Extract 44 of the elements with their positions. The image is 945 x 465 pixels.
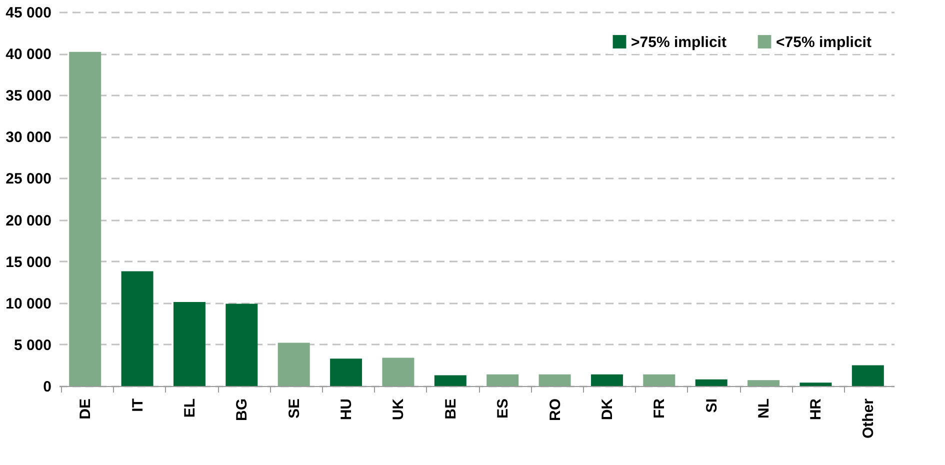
x-tick-label: BG [234,398,251,421]
x-tick-label: DE [77,398,94,420]
x-tick-label: Other [860,398,877,439]
x-tick-label: SE [286,398,303,419]
x-tick-label: NL [756,398,773,418]
bar [330,358,362,386]
y-tick-label: 30 000 [6,129,52,146]
x-tick-label: ES [494,398,512,419]
bar [643,374,676,386]
x-tick-label: IT [129,398,146,412]
y-tick-label: 20 000 [6,212,52,230]
bar [695,379,728,386]
bar [226,304,258,386]
x-tick-label: EL [181,398,198,418]
bar [382,358,414,386]
bar [852,365,884,386]
y-tick-label: 10 000 [6,295,52,312]
bar [434,375,466,386]
x-tick-label: HR [808,398,825,420]
x-tick-label: SI [703,398,720,413]
y-tick-label: 40 000 [6,46,52,64]
bar [69,52,102,386]
y-tick-label: 15 000 [6,254,52,271]
y-tick-label: 0 [43,378,52,396]
x-tick-label: DK [598,398,616,420]
y-tick-label: 45 000 [6,4,52,22]
bar [538,374,571,386]
legend-label: <75% implicit [776,34,872,51]
bar [748,380,780,386]
y-tick-label: 25 000 [6,170,52,188]
bar [121,271,154,386]
x-tick-label: FR [651,398,668,418]
legend-label: >75% implicit [631,34,726,51]
bar [800,382,832,386]
y-tick-label: 5 000 [14,336,52,354]
x-tick-label: UK [390,398,408,420]
x-tick-label: RO [546,398,564,421]
x-tick-label: HU [338,398,356,420]
bar [486,374,519,386]
y-tick-label: 35 000 [6,88,52,105]
bar [590,374,623,386]
x-tick-label: BE [442,398,460,420]
bar [278,342,310,386]
bar [173,302,206,386]
